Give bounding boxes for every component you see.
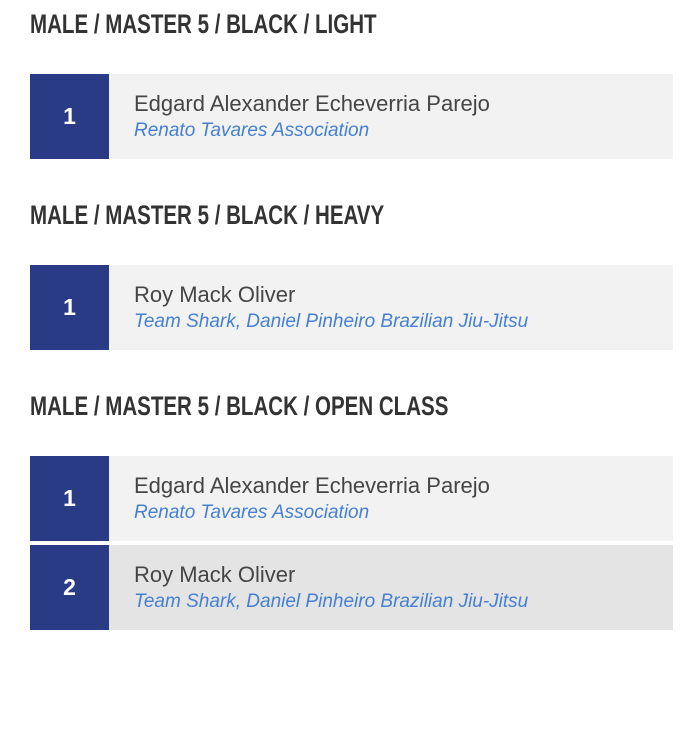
results-list: 1 Edgard Alexander Echeverria Parejo Ren…: [30, 456, 673, 630]
competitor-name: Edgard Alexander Echeverria Parejo: [134, 90, 490, 116]
competitor-name: Edgard Alexander Echeverria Parejo: [134, 472, 490, 498]
results-page: MALE / MASTER 5 / BLACK / LIGHT 1 Edgard…: [0, 9, 700, 630]
sections-container: MALE / MASTER 5 / BLACK / LIGHT 1 Edgard…: [30, 9, 673, 630]
rank-badge: 1: [30, 456, 109, 541]
results-list: 1 Edgard Alexander Echeverria Parejo Ren…: [30, 74, 673, 159]
category-section: MALE / MASTER 5 / BLACK / OPEN CLASS 1 E…: [30, 391, 673, 630]
competitor-name: Roy Mack Oliver: [134, 561, 296, 587]
result-row: 1 Edgard Alexander Echeverria Parejo Ren…: [30, 456, 673, 541]
rank-badge: 1: [30, 74, 109, 159]
result-row: 2 Roy Mack Oliver Team Shark, Daniel Pin…: [30, 545, 673, 630]
competitor-team: Team Shark, Daniel Pinheiro Brazilian Ji…: [134, 590, 529, 612]
rank-badge: 1: [30, 265, 109, 350]
category-section: MALE / MASTER 5 / BLACK / LIGHT 1 Edgard…: [30, 9, 673, 159]
competitor-info: Edgard Alexander Echeverria Parejo Renat…: [109, 74, 673, 159]
competitor-info: Roy Mack Oliver Team Shark, Daniel Pinhe…: [109, 545, 673, 630]
results-list: 1 Roy Mack Oliver Team Shark, Daniel Pin…: [30, 265, 673, 350]
category-title: MALE / MASTER 5 / BLACK / OPEN CLASS: [30, 391, 449, 421]
competitor-team: Renato Tavares Association: [134, 119, 370, 141]
result-row: 1 Edgard Alexander Echeverria Parejo Ren…: [30, 74, 673, 159]
category-section: MALE / MASTER 5 / BLACK / HEAVY 1 Roy Ma…: [30, 200, 673, 350]
competitor-team: Team Shark, Daniel Pinheiro Brazilian Ji…: [134, 310, 529, 332]
competitor-team: Renato Tavares Association: [134, 501, 370, 523]
result-row: 1 Roy Mack Oliver Team Shark, Daniel Pin…: [30, 265, 673, 350]
rank-badge: 2: [30, 545, 109, 630]
competitor-name: Roy Mack Oliver: [134, 281, 296, 307]
category-title: MALE / MASTER 5 / BLACK / LIGHT: [30, 9, 377, 39]
competitor-info: Roy Mack Oliver Team Shark, Daniel Pinhe…: [109, 265, 673, 350]
category-title: MALE / MASTER 5 / BLACK / HEAVY: [30, 200, 385, 230]
competitor-info: Edgard Alexander Echeverria Parejo Renat…: [109, 456, 673, 541]
